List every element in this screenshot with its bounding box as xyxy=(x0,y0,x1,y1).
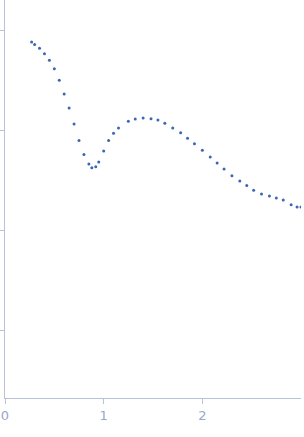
svg-text:0: 0 xyxy=(1,408,9,423)
svg-text:1: 1 xyxy=(100,408,108,423)
svg-text:2: 2 xyxy=(198,408,206,423)
